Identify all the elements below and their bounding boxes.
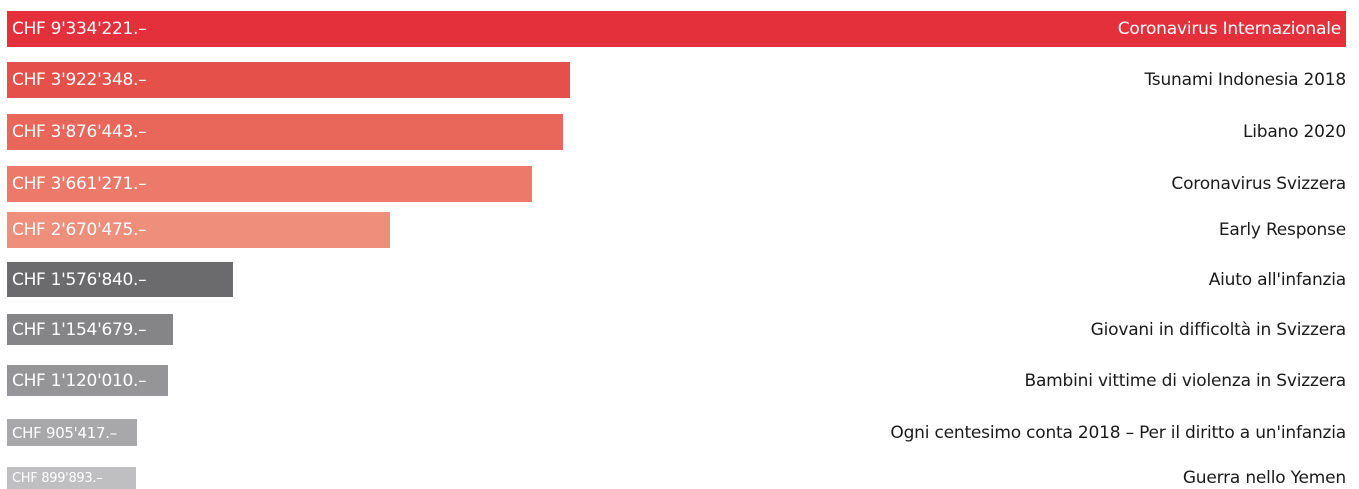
category-label: Bambini vittime di violenza in Svizzera — [1024, 370, 1346, 391]
category-label: Libano 2020 — [1242, 122, 1346, 142]
category-label: Early Response — [1218, 220, 1346, 240]
bar-row: CHF 9'334'221.– Coronavirus Internazional… — [7, 11, 1346, 47]
category-label: Tsunami Indonesia 2018 — [1144, 70, 1346, 90]
bar — [7, 419, 137, 446]
category-label: Coronavirus Internazionale — [1117, 19, 1342, 39]
bar — [7, 62, 570, 98]
bar-row: CHF 1'120'010.– Bambini vittime di violen… — [7, 365, 1346, 396]
bar-value-label: CHF 2'670'475.– — [12, 220, 147, 240]
bar-value-label: CHF 899'893.– — [12, 470, 103, 486]
bar-value-label: CHF 1'154'679.– — [12, 319, 147, 340]
bar-value-label: CHF 3'876'443.– — [12, 122, 147, 142]
category-label: Coronavirus Svizzera — [1171, 174, 1346, 194]
bar-row: CHF 2'670'475.– Early Response — [7, 212, 1346, 248]
bar — [7, 365, 168, 396]
category-label: Giovani in difficoltà in Svizzera — [1090, 319, 1347, 340]
bar-value-label: CHF 3'661'271.– — [12, 174, 147, 194]
bar-row: CHF 1'576'840.– Aiuto all'infanzia — [7, 262, 1346, 297]
bar-value-label: CHF 1'120'010.– — [12, 370, 147, 391]
bar-row: CHF 3'876'443.– Libano 2020 — [7, 114, 1346, 150]
bar-value-label: CHF 3'922'348.– — [12, 70, 147, 90]
bar-value-label: CHF 905'417.– — [12, 423, 117, 442]
bar-value-label: CHF 9'334'221.– — [12, 19, 147, 39]
category-label: Guerra nello Yemen — [1182, 468, 1346, 488]
bar — [7, 212, 390, 248]
bar — [7, 11, 1346, 47]
bar-row: CHF 3'922'348.– Tsunami Indonesia 2018 — [7, 62, 1346, 98]
bar — [7, 314, 173, 345]
bar-row: CHF 3'661'271.– Coronavirus Svizzera — [7, 166, 1346, 202]
bar-row: CHF 899'893.– Guerra nello Yemen — [7, 467, 1346, 489]
category-label: Aiuto all'infanzia — [1208, 269, 1346, 290]
bar-row: CHF 905'417.– Ogni centesimo conta 2018 –… — [7, 419, 1346, 446]
bar — [7, 166, 532, 202]
bar-value-label: CHF 1'576'840.– — [12, 269, 147, 290]
bar — [7, 114, 563, 150]
category-label: Ogni centesimo conta 2018 – Per il dirit… — [890, 422, 1346, 443]
bar-row: CHF 1'154'679.– Giovani in difficoltà in … — [7, 314, 1346, 345]
bar — [7, 262, 233, 297]
bar — [7, 467, 136, 489]
